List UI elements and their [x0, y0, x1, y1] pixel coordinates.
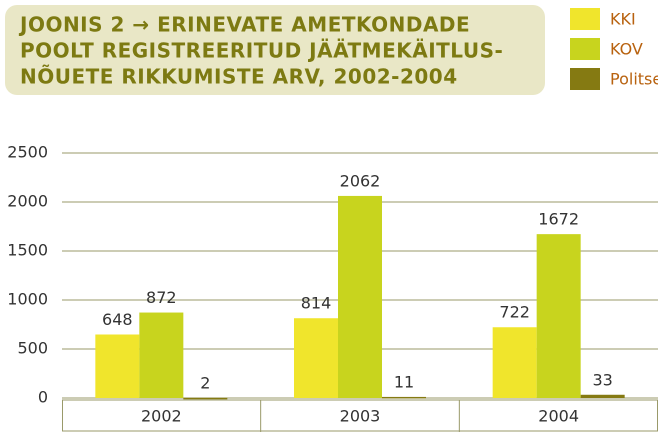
legend-label: KOV — [610, 40, 643, 59]
y-tick-label: 500 — [17, 339, 48, 358]
bar — [580, 394, 625, 398]
legend-label: KKI — [610, 10, 636, 29]
bar — [492, 327, 537, 398]
chart-title: NÕUETE RIKKUMISTE ARV, 2002-2004 — [20, 65, 458, 89]
legend-label: Politsei — [610, 70, 658, 89]
bar — [183, 397, 228, 400]
title-box — [5, 5, 545, 95]
data-label: 2 — [200, 373, 210, 392]
bar — [338, 195, 382, 398]
bar — [382, 396, 426, 399]
data-label: 872 — [146, 288, 177, 307]
data-label: 1672 — [538, 210, 579, 229]
x-tick-label: 2002 — [141, 407, 182, 426]
data-label: 722 — [499, 303, 530, 322]
data-label: 2062 — [340, 171, 381, 190]
legend-swatch — [570, 38, 600, 60]
data-label: 814 — [301, 294, 332, 313]
x-tick-label: 2003 — [340, 407, 381, 426]
bar — [536, 234, 581, 398]
data-label: 11 — [394, 372, 414, 391]
bar — [139, 312, 184, 398]
data-label: 33 — [592, 370, 612, 389]
bar — [95, 334, 140, 398]
chart-title: POOLT REGISTREERITUD JÄÄTMEKÄITLUS- — [20, 39, 503, 63]
legend-swatch — [570, 8, 600, 30]
y-tick-label: 0 — [38, 388, 48, 407]
x-tick-label: 2004 — [538, 407, 579, 426]
data-label: 648 — [102, 310, 133, 329]
bar — [294, 318, 338, 398]
legend-swatch — [570, 68, 600, 90]
y-tick-label: 2500 — [7, 143, 48, 162]
y-tick-label: 2000 — [7, 192, 48, 211]
y-tick-label: 1500 — [7, 241, 48, 260]
y-tick-label: 1000 — [7, 290, 48, 309]
chart-title: JOONIS 2 → ERINEVATE AMETKONDADE — [18, 13, 470, 37]
